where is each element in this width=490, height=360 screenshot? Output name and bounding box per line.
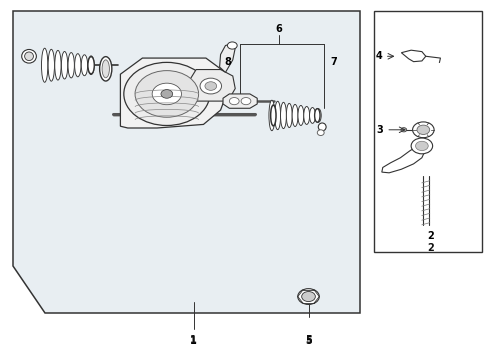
Circle shape <box>152 83 181 105</box>
Polygon shape <box>382 146 425 173</box>
Circle shape <box>227 42 237 49</box>
Ellipse shape <box>292 104 298 126</box>
Polygon shape <box>220 44 235 72</box>
Ellipse shape <box>42 48 48 82</box>
Ellipse shape <box>310 108 316 123</box>
Ellipse shape <box>68 53 74 78</box>
Ellipse shape <box>318 130 324 135</box>
Ellipse shape <box>61 51 68 79</box>
Circle shape <box>401 128 407 132</box>
Ellipse shape <box>55 50 61 80</box>
Ellipse shape <box>318 123 326 131</box>
Ellipse shape <box>102 60 109 78</box>
Circle shape <box>298 289 319 305</box>
Polygon shape <box>13 12 360 313</box>
Ellipse shape <box>99 57 112 81</box>
Text: 5: 5 <box>305 334 312 345</box>
Ellipse shape <box>81 55 88 76</box>
Ellipse shape <box>316 109 321 122</box>
Circle shape <box>229 98 239 105</box>
Ellipse shape <box>281 102 287 129</box>
Circle shape <box>205 82 217 90</box>
Text: 7: 7 <box>331 57 337 67</box>
Text: 3: 3 <box>376 125 383 135</box>
Ellipse shape <box>88 56 94 75</box>
Circle shape <box>241 98 251 105</box>
Text: 1: 1 <box>190 336 197 346</box>
Circle shape <box>161 90 172 98</box>
Circle shape <box>417 125 430 134</box>
Ellipse shape <box>48 49 54 81</box>
Circle shape <box>135 71 198 117</box>
Text: 5: 5 <box>305 336 312 346</box>
Ellipse shape <box>286 103 292 127</box>
Polygon shape <box>189 69 235 101</box>
Ellipse shape <box>22 49 36 63</box>
Polygon shape <box>121 58 228 128</box>
Text: 8: 8 <box>224 57 231 67</box>
Circle shape <box>411 138 433 154</box>
Circle shape <box>302 292 316 302</box>
Polygon shape <box>223 94 257 108</box>
Polygon shape <box>401 50 426 62</box>
Ellipse shape <box>24 52 33 60</box>
Ellipse shape <box>298 105 304 125</box>
Ellipse shape <box>275 101 281 130</box>
Circle shape <box>124 62 210 126</box>
Ellipse shape <box>88 57 94 74</box>
Ellipse shape <box>270 105 276 126</box>
Ellipse shape <box>74 54 81 77</box>
Text: 2: 2 <box>427 243 434 253</box>
Text: 1: 1 <box>190 334 197 345</box>
Circle shape <box>200 78 221 94</box>
Text: 6: 6 <box>276 24 283 35</box>
Ellipse shape <box>304 107 310 125</box>
Text: 4: 4 <box>376 51 383 61</box>
Ellipse shape <box>269 100 275 131</box>
Circle shape <box>416 141 428 150</box>
Circle shape <box>413 122 434 138</box>
FancyBboxPatch shape <box>374 12 482 252</box>
Ellipse shape <box>315 109 320 122</box>
Text: 2: 2 <box>427 231 434 240</box>
